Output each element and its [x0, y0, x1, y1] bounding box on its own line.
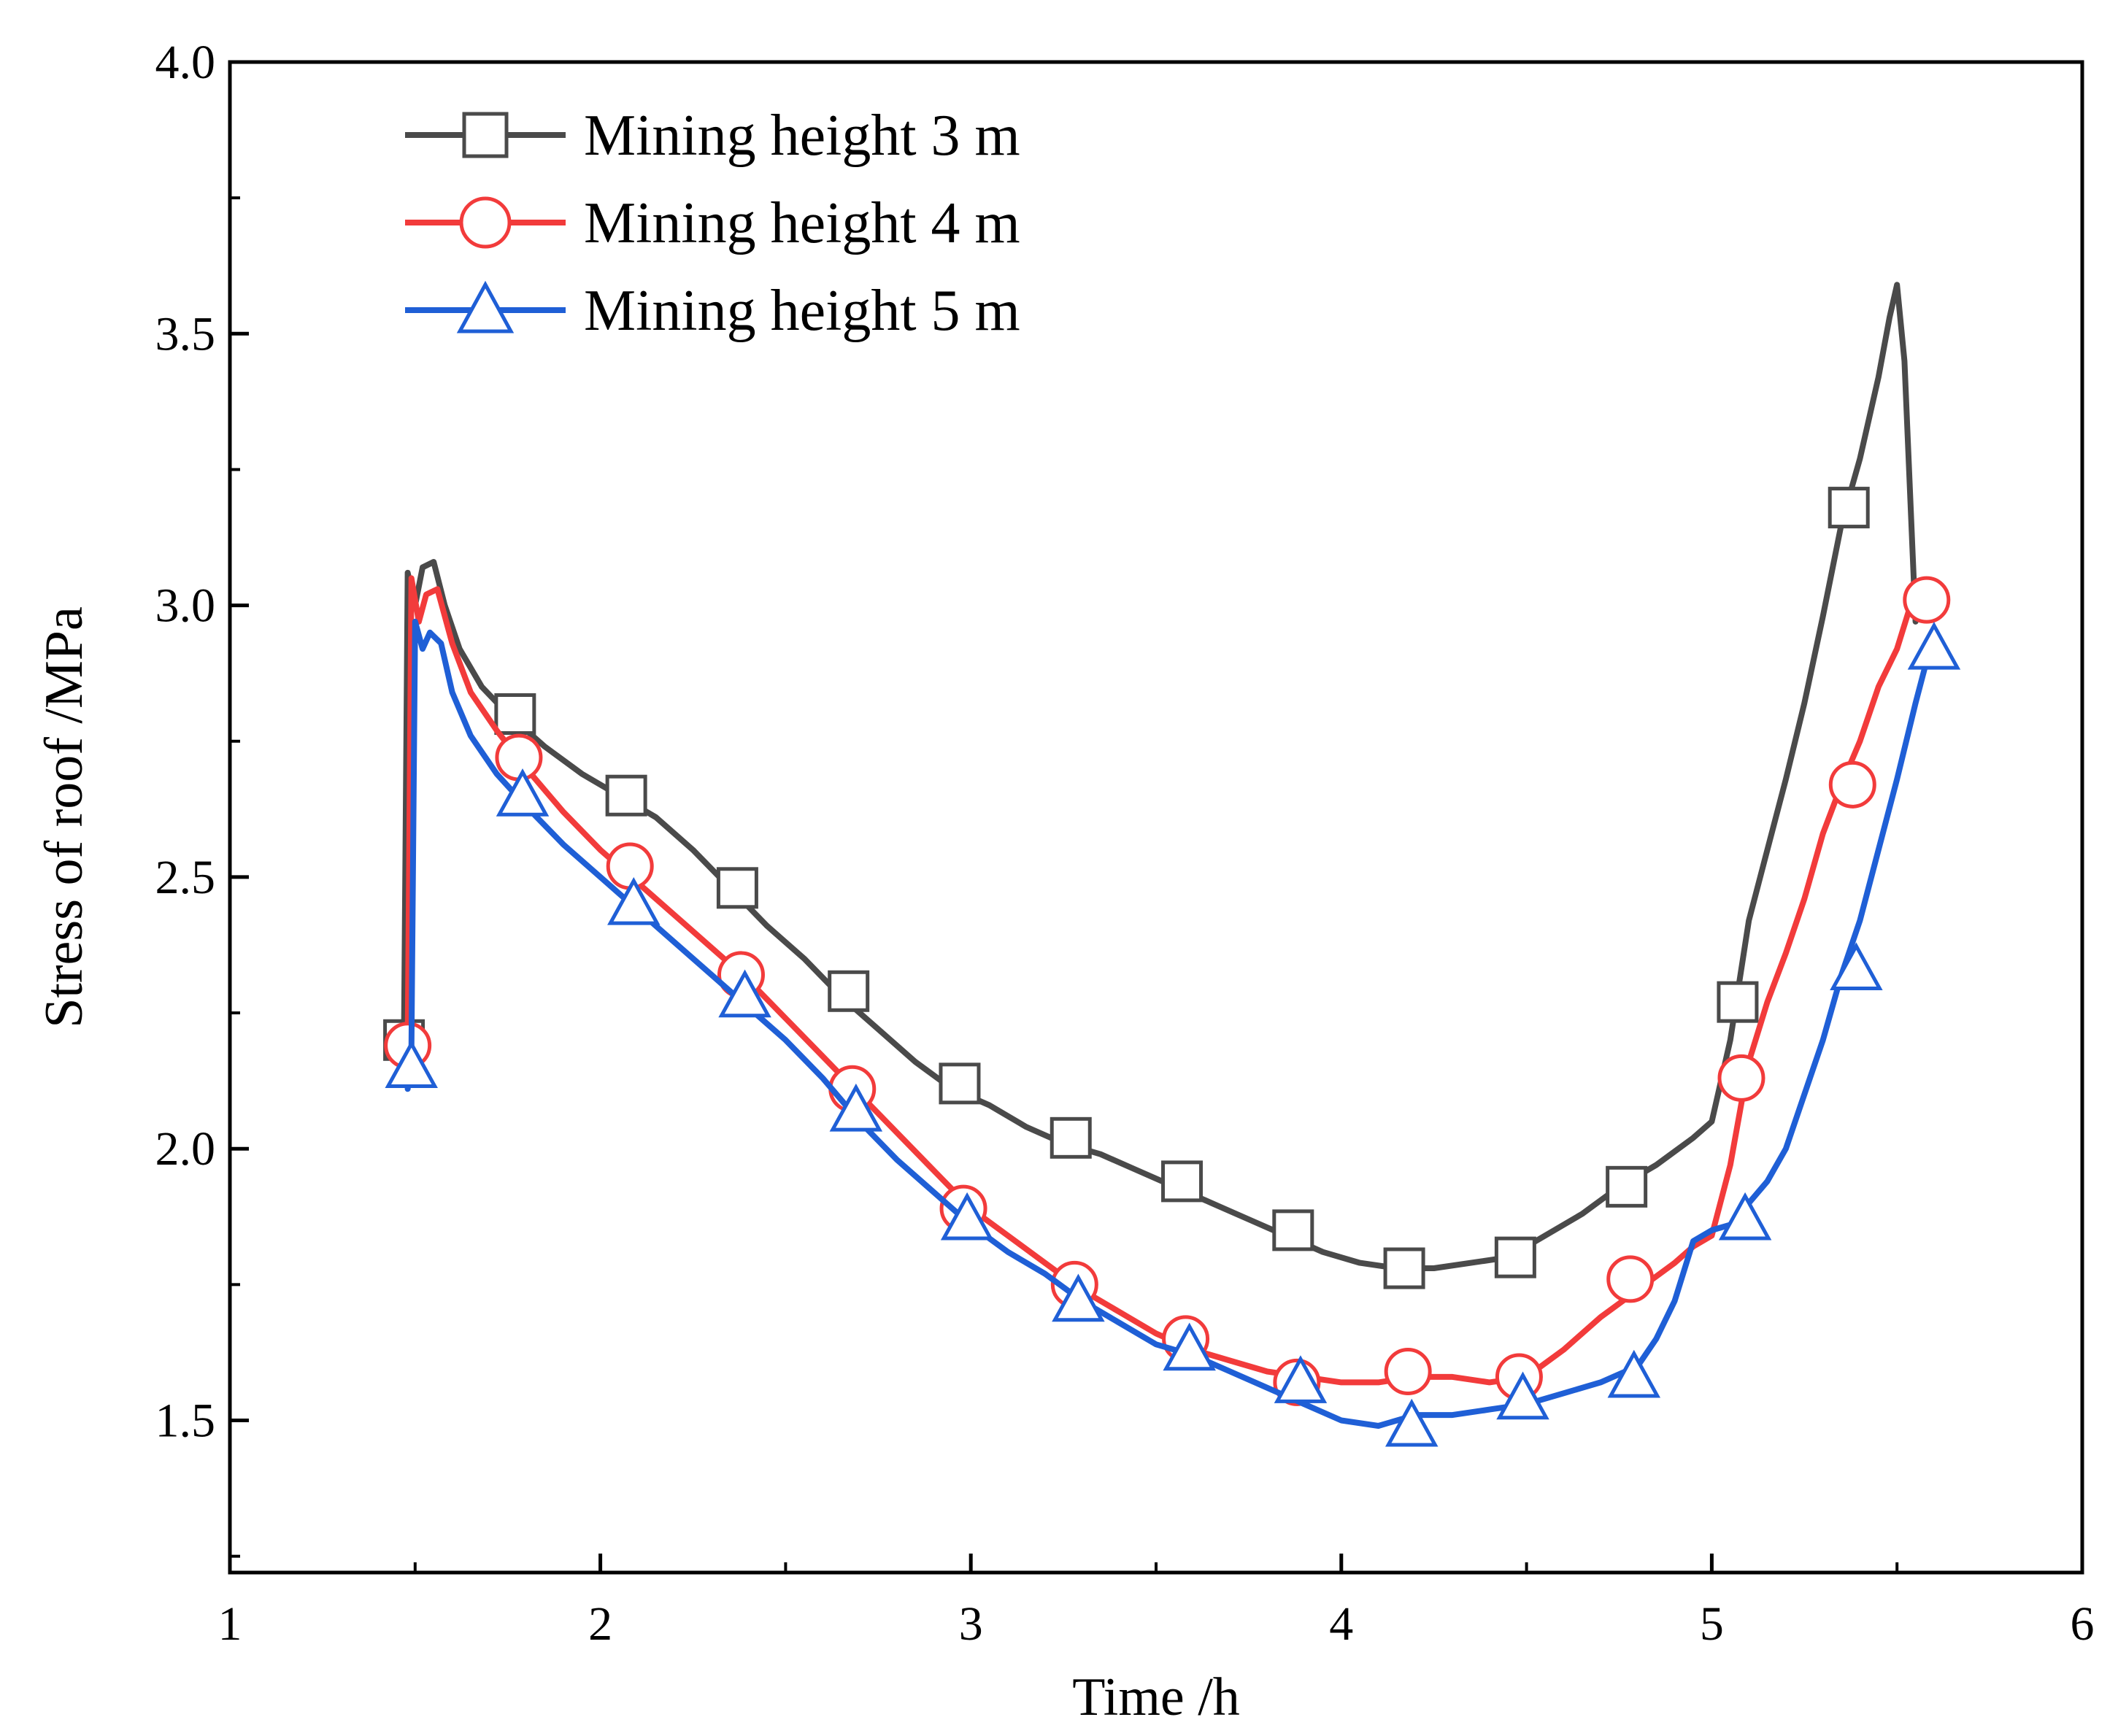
circle-marker [1828, 760, 1876, 809]
triangle-marker [718, 969, 771, 1018]
triangle-marker [1607, 1349, 1661, 1398]
triangle-marker [1274, 1355, 1328, 1403]
square-marker [1161, 1160, 1204, 1203]
square-marker [605, 774, 647, 817]
square-marker [1606, 1165, 1648, 1208]
triangle-marker [1163, 1322, 1216, 1371]
square-marker [1050, 1116, 1092, 1159]
square-marker [1383, 1247, 1425, 1289]
triangle-marker [940, 1192, 994, 1241]
series-group [385, 618, 1961, 1447]
triangle-marker [607, 876, 661, 925]
x-axis-title: Time /h [1072, 1667, 1240, 1727]
legend-item: Mining height 4 m [405, 191, 1020, 255]
legend-item: Mining height 5 m [405, 279, 1020, 343]
triangle-marker [1830, 942, 1883, 990]
square-marker [828, 970, 870, 1012]
x-tick-label: 1 [218, 1597, 242, 1651]
square-marker [462, 112, 509, 158]
legend-label: Mining height 4 m [584, 191, 1020, 255]
y-tick-label: 1.5 [155, 1394, 216, 1448]
circle-marker [459, 196, 512, 249]
triangle-marker [456, 280, 515, 333]
circle-marker [1903, 576, 1951, 624]
triangle-marker [829, 1083, 883, 1132]
triangle-marker [1496, 1371, 1549, 1420]
square-marker [1272, 1209, 1314, 1251]
circle-marker [1606, 1255, 1655, 1303]
square-marker [1494, 1236, 1536, 1278]
circle-marker [1384, 1347, 1432, 1395]
square-marker [1828, 487, 1870, 529]
y-tick-label: 3.0 [155, 579, 216, 633]
triangle-marker [385, 1040, 438, 1089]
y-tick-label: 4.0 [155, 36, 216, 89]
x-tick-label: 5 [1700, 1597, 1724, 1651]
triangle-marker [1718, 1192, 1772, 1241]
y-tick-label: 2.0 [155, 1122, 216, 1176]
x-tick-label: 3 [959, 1597, 983, 1651]
square-marker [716, 867, 758, 909]
y-tick-label: 2.5 [155, 851, 216, 904]
axes-layer: 1 2 3 4 5 6 1.5 2.0 2.5 3.0 3.5 4.0 [155, 36, 2095, 1651]
circle-marker [1717, 1054, 1765, 1102]
x-tick-label: 6 [2071, 1597, 2095, 1651]
square-marker [494, 693, 536, 736]
series-group [383, 282, 1919, 1289]
triangle-marker [1385, 1398, 1439, 1447]
x-tick-label: 4 [1329, 1597, 1353, 1651]
legend-label: Mining height 5 m [584, 279, 1020, 343]
triangle-marker [1907, 621, 1961, 670]
y-tick-label: 3.5 [155, 307, 216, 360]
triangle-marker [1052, 1273, 1105, 1322]
legend-item: Mining height 3 m [405, 104, 1020, 168]
legend: Mining height 3 m Mining height 4 m Mining… [405, 104, 1020, 343]
series-layer [383, 282, 1961, 1447]
circle-marker [606, 842, 654, 890]
square-marker [939, 1062, 981, 1105]
circle-marker [495, 733, 543, 782]
y-axis-title: Stress of roof /MPa [34, 606, 94, 1028]
triangle-marker [496, 768, 550, 817]
legend-label: Mining height 3 m [584, 104, 1020, 168]
x-tick-label: 2 [588, 1597, 612, 1651]
square-marker [1717, 981, 1759, 1023]
